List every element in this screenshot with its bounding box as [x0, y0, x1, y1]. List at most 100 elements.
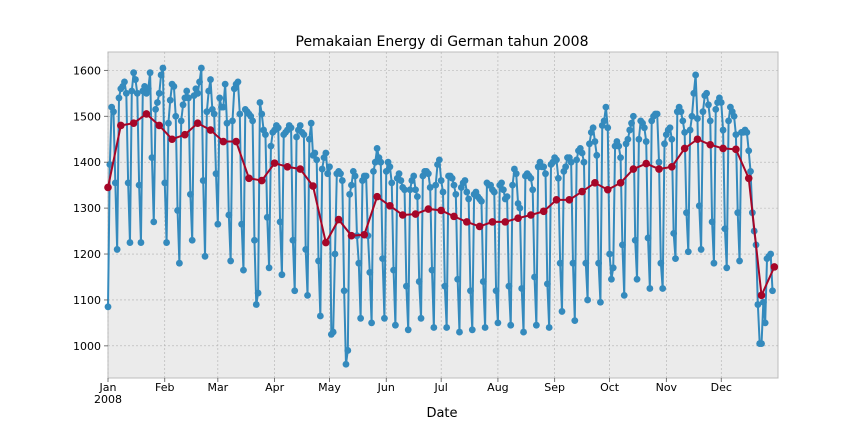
daily-point [712, 105, 720, 113]
daily-point [161, 179, 169, 187]
daily-point [175, 259, 183, 267]
daily-point [236, 110, 244, 118]
daily-point [199, 177, 207, 184]
daily-point [216, 94, 224, 102]
weekly-point [322, 238, 330, 247]
weekly-point [309, 182, 317, 190]
daily-point [274, 124, 282, 132]
daily-point [686, 126, 694, 134]
daily-point [305, 135, 313, 143]
daily-point [238, 220, 246, 228]
daily-point [646, 285, 654, 292]
daily-point [571, 317, 579, 325]
daily-point [163, 239, 170, 246]
daily-point [699, 108, 707, 116]
weekly-point [347, 231, 356, 240]
weekly-point [578, 187, 586, 196]
daily-point [362, 172, 370, 180]
daily-point [300, 131, 308, 139]
daily-point [415, 278, 423, 285]
daily-point [759, 298, 767, 306]
daily-point [227, 257, 235, 265]
daily-point [172, 112, 180, 120]
daily-point [197, 64, 205, 72]
daily-point [223, 119, 231, 127]
weekly-point [552, 196, 561, 204]
daily-point [126, 239, 134, 246]
daily-point [221, 80, 229, 88]
daily-point [657, 259, 665, 267]
daily-point [346, 190, 354, 198]
weekly-point [488, 218, 497, 226]
daily-point [593, 151, 601, 159]
weekly-point [539, 207, 548, 216]
daily-point [697, 246, 705, 253]
weekly-point [565, 196, 574, 204]
daily-point [337, 170, 344, 178]
daily-point [694, 115, 701, 122]
daily-point [450, 181, 458, 189]
daily-point [144, 85, 152, 93]
daily-point [688, 112, 696, 120]
daily-point [373, 145, 381, 152]
daily-point [672, 255, 679, 263]
daily-point [679, 117, 687, 125]
daily-point [329, 328, 337, 336]
daily-point [540, 163, 548, 171]
daily-point [210, 110, 218, 118]
daily-point [569, 259, 577, 267]
daily-point [629, 112, 637, 120]
daily-point [721, 225, 729, 233]
daily-point [110, 108, 117, 116]
daily-point [747, 167, 754, 175]
daily-point [135, 181, 143, 189]
weekly-point [155, 121, 164, 130]
daily-point [388, 179, 396, 187]
weekly-point [591, 179, 599, 187]
weekly-point [527, 211, 535, 219]
daily-point [681, 128, 689, 136]
daily-point [148, 154, 156, 162]
daily-point [543, 280, 551, 288]
x-tick-label: Apr [265, 381, 285, 394]
daily-point [509, 181, 516, 189]
daily-point [695, 202, 703, 210]
daily-point [631, 236, 639, 244]
daily-point [185, 94, 192, 102]
daily-point [615, 142, 623, 150]
daily-point [606, 250, 613, 258]
daily-point [159, 64, 167, 72]
series-layer [104, 64, 779, 368]
weekly-point [732, 145, 740, 154]
daily-point [468, 326, 476, 334]
weekly-point [296, 165, 305, 173]
daily-point [322, 149, 330, 157]
daily-point [252, 301, 260, 308]
weekly-point [629, 165, 638, 173]
daily-point [624, 135, 632, 143]
daily-point [518, 285, 526, 292]
daily-point [578, 149, 586, 157]
daily-point [463, 188, 471, 196]
daily-point [644, 234, 652, 242]
x-tick-label: Jan [99, 381, 117, 394]
daily-point [527, 174, 535, 182]
daily-point [454, 275, 462, 283]
daily-point [703, 89, 711, 97]
daily-point [507, 321, 515, 329]
daily-point [146, 69, 154, 77]
daily-point [668, 135, 676, 143]
daily-point [225, 211, 233, 219]
x-tick-label: Mar [207, 381, 228, 394]
daily-point [234, 78, 242, 86]
daily-point [465, 195, 473, 203]
weekly-point [514, 214, 522, 223]
daily-point [240, 266, 247, 274]
daily-point [368, 319, 376, 327]
daily-point [128, 87, 136, 95]
daily-point [121, 78, 128, 86]
daily-point [754, 301, 762, 308]
daily-point [723, 264, 731, 272]
weekly-point [360, 230, 369, 239]
